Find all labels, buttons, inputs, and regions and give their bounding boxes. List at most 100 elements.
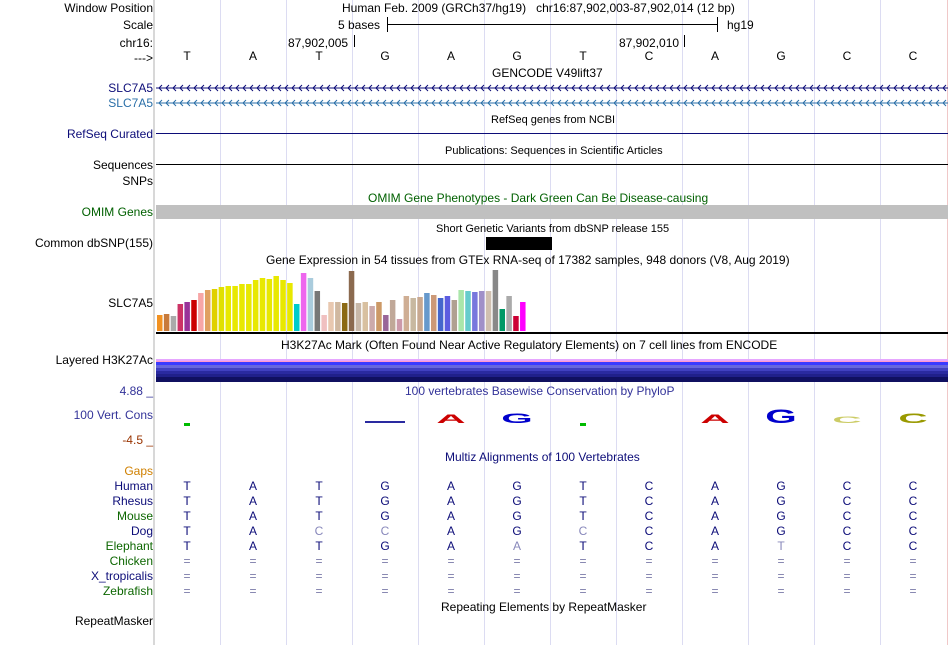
phylop-glyph[interactable] (184, 423, 190, 426)
dbsnp-variant-block[interactable] (486, 237, 552, 250)
gencode-row-2-label[interactable]: SLC7A5 (108, 96, 153, 110)
refseq-gene-line[interactable] (156, 133, 948, 134)
phylop-glyph[interactable] (580, 423, 586, 426)
gtex-tissue-bar[interactable] (396, 319, 403, 331)
multiz-species-label[interactable]: X_tropicalis (90, 569, 153, 583)
phylop-label[interactable]: 100 Vert. Cons (73, 408, 153, 422)
gtex-tissue-bar[interactable] (465, 291, 471, 331)
gtex-tissue-bar[interactable] (252, 280, 259, 331)
gtex-tissue-bar[interactable] (506, 296, 512, 331)
gtex-tissue-bar[interactable] (403, 296, 410, 331)
gtex-tissue-bar[interactable] (307, 278, 314, 331)
gtex-tissue-bar[interactable] (314, 291, 321, 331)
h3k27ac-layer[interactable] (156, 377, 948, 382)
gtex-tissue-bar[interactable] (273, 276, 279, 331)
gtex-tissue-bar[interactable] (369, 306, 375, 331)
h3k27ac-layer[interactable] (156, 368, 948, 371)
publications-label[interactable]: Sequences (92, 158, 153, 172)
gtex-tissue-bar[interactable] (458, 290, 464, 331)
phylop-glyph[interactable]: A (700, 413, 729, 426)
gtex-tissue-bar[interactable] (376, 302, 382, 331)
gtex-tissue-bar[interactable] (437, 298, 444, 331)
gtex-tissue-bar[interactable] (520, 302, 526, 331)
gtex-tissue-bar[interactable] (184, 302, 190, 331)
gtex-tissue-bar[interactable] (472, 292, 478, 331)
phylop-glyph[interactable]: A (436, 413, 465, 426)
gtex-tissue-bar[interactable] (266, 279, 273, 331)
multiz-species-label[interactable]: Mouse (116, 509, 153, 523)
gtex-tissue-bar[interactable] (335, 302, 341, 331)
gencode-row-1-label[interactable]: SLC7A5 (108, 81, 153, 95)
gtex-tissue-bar[interactable] (239, 284, 245, 331)
multiz-species-label[interactable]: Zebrafish (102, 584, 153, 598)
gtex-tissue-bar[interactable] (362, 302, 369, 331)
gtex-tissue-bar[interactable] (170, 316, 177, 331)
gtex-tissue-bar[interactable] (389, 300, 396, 331)
gtex-tissue-bar[interactable] (232, 286, 238, 331)
gtex-tissue-bar[interactable] (383, 315, 389, 331)
gtex-tissue-bar[interactable] (478, 291, 485, 331)
gtex-tissue-bar[interactable] (163, 314, 170, 331)
h3k27ac-label[interactable]: Layered H3K27Ac (55, 353, 153, 367)
phylop-glyph[interactable]: C (832, 415, 861, 425)
gtex-tissue-bar[interactable] (424, 293, 430, 331)
multiz-species-label[interactable]: Dog (130, 524, 153, 538)
gtex-tissue-bar[interactable] (492, 270, 499, 331)
omim-label[interactable]: OMIM Genes (81, 205, 153, 219)
multiz-species-label[interactable]: Elephant (105, 539, 153, 553)
h3k27ac-layer[interactable] (156, 365, 948, 368)
h3k27ac-layer[interactable] (156, 361, 948, 362)
gtex-tissue-bar[interactable] (341, 303, 348, 331)
h3k27ac-layer[interactable] (156, 371, 948, 374)
gtex-tissue-bar[interactable] (246, 284, 252, 331)
gencode-transcript-1[interactable] (156, 83, 948, 93)
gtex-tissue-bar[interactable] (348, 271, 355, 331)
multiz-species-label[interactable]: Human (114, 479, 153, 493)
gencode-transcript-2[interactable] (156, 98, 948, 108)
refseq-label[interactable]: RefSeq Curated (66, 127, 153, 141)
publications-line[interactable] (156, 164, 948, 165)
gtex-tissue-bar[interactable] (431, 295, 437, 331)
gtex-tissue-bar[interactable] (321, 315, 327, 331)
gtex-tissue-bar[interactable] (157, 315, 163, 331)
phylop-glyph[interactable]: G (765, 405, 796, 427)
omim-phenotype-bar[interactable] (156, 205, 948, 219)
multiz-gaps-label[interactable]: Gaps (124, 464, 153, 478)
h3k27ac-signal-layers[interactable] (156, 359, 948, 382)
gtex-tissue-bar[interactable] (211, 289, 218, 331)
gtex-tissue-bar[interactable] (328, 302, 334, 331)
h3k27ac-layer[interactable] (156, 359, 948, 361)
gtex-tissue-bar[interactable] (417, 297, 423, 331)
gtex-tissue-bar[interactable] (191, 300, 197, 331)
gtex-tissue-bar[interactable] (177, 304, 184, 331)
h3k27ac-layer[interactable] (156, 374, 948, 377)
gtex-tissue-bar[interactable] (499, 309, 506, 331)
gtex-tissue-bars[interactable] (156, 268, 536, 332)
gtex-tissue-bar[interactable] (225, 286, 232, 331)
gtex-tissue-bar[interactable] (198, 293, 204, 331)
gtex-tissue-bar[interactable] (513, 316, 519, 331)
gtex-tissue-bar[interactable] (280, 280, 286, 331)
multiz-species-label[interactable]: Rhesus (112, 494, 153, 508)
multiz-species-label[interactable]: Chicken (109, 554, 153, 568)
gtex-tissue-bar[interactable] (355, 303, 362, 331)
snps-label[interactable]: SNPs (122, 174, 153, 188)
phylop-glyph[interactable]: C (898, 411, 927, 426)
dbsnp-label[interactable]: Common dbSNP(155) (34, 236, 153, 250)
gtex-tissue-bar[interactable] (300, 273, 307, 331)
phylop-glyph[interactable]: G (501, 411, 532, 426)
gtex-tissue-bar[interactable] (259, 278, 266, 331)
repeatmasker-label[interactable]: RepeatMasker (74, 614, 153, 628)
gtex-tissue-bar[interactable] (485, 291, 492, 331)
h3k27ac-layer[interactable] (156, 362, 948, 365)
gtex-tissue-bar[interactable] (410, 298, 416, 331)
gtex-label[interactable]: SLC7A5 (108, 296, 153, 310)
gtex-tissue-bar[interactable] (294, 304, 300, 331)
gtex-tissue-bar[interactable] (218, 287, 225, 331)
gtex-tissue-bar[interactable] (444, 296, 451, 331)
phylop-glyph[interactable] (365, 421, 405, 423)
gtex-tissue-bar[interactable] (451, 300, 458, 331)
gtex-tissue-bar[interactable] (204, 290, 211, 331)
gtex-tissue-bar[interactable] (287, 283, 293, 331)
